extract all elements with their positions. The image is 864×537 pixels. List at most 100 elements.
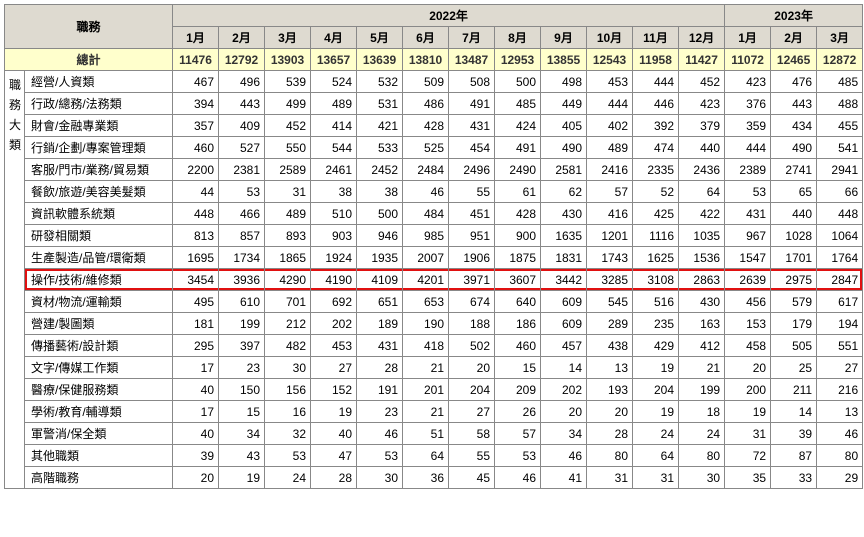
data-cell: 532	[357, 71, 403, 93]
data-cell: 985	[403, 225, 449, 247]
data-cell: 499	[265, 93, 311, 115]
data-cell: 476	[771, 71, 817, 93]
data-cell: 20	[541, 401, 587, 423]
data-cell: 2381	[219, 159, 265, 181]
data-cell: 35	[725, 467, 771, 489]
data-cell: 431	[357, 335, 403, 357]
data-cell: 430	[541, 203, 587, 225]
data-cell: 701	[265, 291, 311, 313]
data-cell: 46	[403, 181, 449, 203]
data-cell: 458	[725, 335, 771, 357]
data-cell: 524	[311, 71, 357, 93]
data-cell: 1875	[495, 247, 541, 269]
data-cell: 444	[725, 137, 771, 159]
data-cell: 25	[771, 357, 817, 379]
data-cell: 87	[771, 445, 817, 467]
data-cell: 55	[449, 445, 495, 467]
data-cell: 45	[449, 467, 495, 489]
data-cell: 4190	[311, 269, 357, 291]
header-month: 7月	[449, 27, 495, 49]
data-cell: 21	[679, 357, 725, 379]
data-cell: 17	[173, 357, 219, 379]
table-row: 營建/製圖類1811992122021891901881866092892351…	[5, 313, 863, 335]
data-cell: 46	[495, 467, 541, 489]
data-cell: 609	[541, 313, 587, 335]
data-cell: 533	[357, 137, 403, 159]
data-cell: 41	[541, 467, 587, 489]
data-cell: 31	[587, 467, 633, 489]
table-header: 職務 2022年 2023年 1月2月3月4月5月6月7月8月9月10月11月1…	[5, 5, 863, 49]
data-cell: 1116	[633, 225, 679, 247]
data-cell: 3285	[587, 269, 633, 291]
data-cell: 19	[219, 467, 265, 489]
total-label: 總計	[5, 49, 173, 71]
data-cell: 53	[725, 181, 771, 203]
data-cell: 4290	[265, 269, 311, 291]
table-row: 軍警消/保全類403432404651585734282424313946	[5, 423, 863, 445]
data-cell: 4201	[403, 269, 449, 291]
data-cell: 13	[587, 357, 633, 379]
header-year-2022: 2022年	[173, 5, 725, 27]
header-month: 5月	[357, 27, 403, 49]
data-cell: 414	[311, 115, 357, 137]
table-row: 學術/教育/輔導類171516192321272620201918191413	[5, 401, 863, 423]
data-cell: 19	[633, 401, 679, 423]
data-cell: 1028	[771, 225, 817, 247]
row-label: 餐飲/旅遊/美容美髮類	[25, 181, 173, 203]
row-label: 生產製造/品管/環衛類	[25, 247, 173, 269]
data-cell: 46	[541, 445, 587, 467]
data-cell: 24	[633, 423, 679, 445]
data-cell: 357	[173, 115, 219, 137]
row-label: 學術/教育/輔導類	[25, 401, 173, 423]
data-cell: 617	[817, 291, 863, 313]
data-cell: 39	[173, 445, 219, 467]
data-cell: 23	[219, 357, 265, 379]
table-row: 資訊軟體系統類448466489510500484451428430416425…	[5, 203, 863, 225]
table-row: 生產製造/品管/環衛類16951734186519241935200719061…	[5, 247, 863, 269]
data-cell: 295	[173, 335, 219, 357]
data-cell: 527	[219, 137, 265, 159]
data-cell: 39	[771, 423, 817, 445]
data-cell: 33	[771, 467, 817, 489]
data-cell: 422	[679, 203, 725, 225]
data-cell: 2496	[449, 159, 495, 181]
jobs-table: 職務 2022年 2023年 1月2月3月4月5月6月7月8月9月10月11月1…	[4, 4, 863, 489]
row-label: 資材/物流/運輸類	[25, 291, 173, 313]
data-cell: 359	[725, 115, 771, 137]
total-cell: 11958	[633, 49, 679, 71]
data-cell: 61	[495, 181, 541, 203]
data-cell: 692	[311, 291, 357, 313]
data-cell: 27	[311, 357, 357, 379]
table-row: 其他職類394353475364555346806480728780	[5, 445, 863, 467]
data-cell: 289	[587, 313, 633, 335]
data-cell: 3607	[495, 269, 541, 291]
data-cell: 27	[817, 357, 863, 379]
data-cell: 21	[403, 401, 449, 423]
data-cell: 44	[173, 181, 219, 203]
data-cell: 544	[311, 137, 357, 159]
data-cell: 541	[817, 137, 863, 159]
data-cell: 421	[357, 115, 403, 137]
data-cell: 510	[311, 203, 357, 225]
data-cell: 550	[265, 137, 311, 159]
row-label: 文字/傳媒工作類	[25, 357, 173, 379]
table-row: 餐飲/旅遊/美容美髮類44533138384655616257526453656…	[5, 181, 863, 203]
header-month: 8月	[495, 27, 541, 49]
data-cell: 72	[725, 445, 771, 467]
row-label: 行銷/企劃/專案管理類	[25, 137, 173, 159]
data-cell: 2200	[173, 159, 219, 181]
data-cell: 900	[495, 225, 541, 247]
data-cell: 2484	[403, 159, 449, 181]
data-cell: 438	[587, 335, 633, 357]
data-cell: 2335	[633, 159, 679, 181]
data-cell: 34	[541, 423, 587, 445]
data-cell: 212	[265, 313, 311, 335]
data-cell: 30	[357, 467, 403, 489]
data-cell: 1701	[771, 247, 817, 269]
data-cell: 2741	[771, 159, 817, 181]
data-cell: 23	[357, 401, 403, 423]
data-cell: 57	[495, 423, 541, 445]
data-cell: 2389	[725, 159, 771, 181]
header-month: 2月	[219, 27, 265, 49]
data-cell: 17	[173, 401, 219, 423]
